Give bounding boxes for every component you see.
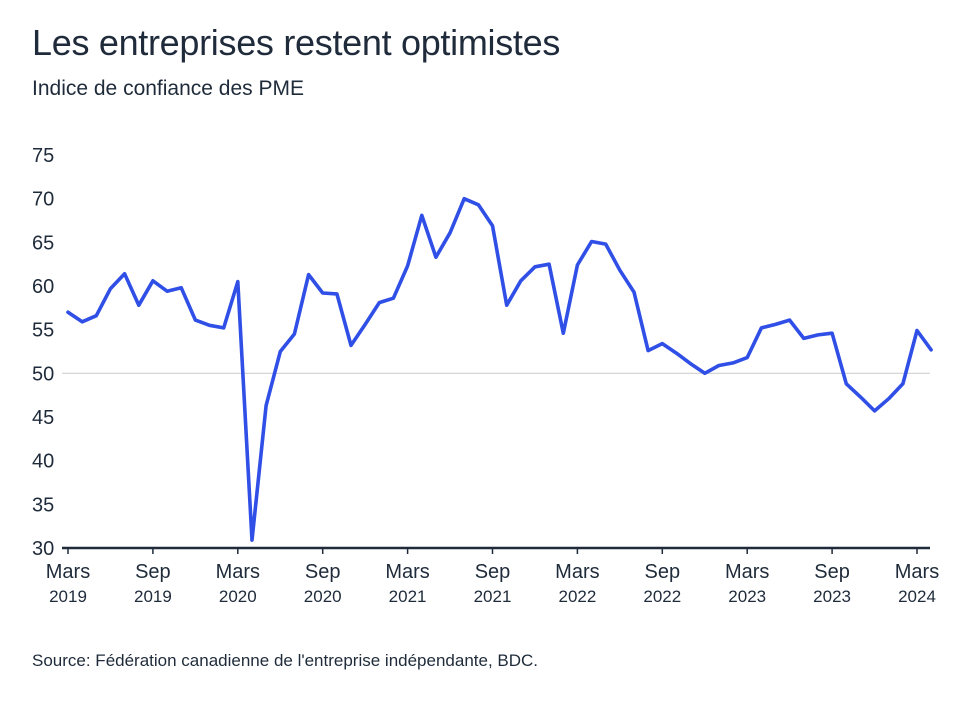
y-tick-label-60: 60 <box>32 276 54 298</box>
data-point-29 <box>477 203 481 207</box>
data-point-9 <box>194 318 198 322</box>
data-point-31 <box>505 303 509 307</box>
data-point-43 <box>675 351 679 355</box>
x-tick-label-year-mars-2022: 2022 <box>558 587 596 606</box>
data-point-1 <box>80 320 84 324</box>
y-tick-label-70: 70 <box>32 189 54 211</box>
data-point-60 <box>915 329 919 333</box>
data-point-45 <box>703 372 707 376</box>
x-tick-label-year-sep-2019: 2019 <box>134 587 172 606</box>
x-tick-label-year-mars-2023: 2023 <box>728 587 766 606</box>
y-tick-label-45: 45 <box>32 407 54 429</box>
data-point-50 <box>774 323 778 327</box>
data-point-35 <box>561 331 565 335</box>
data-point-14 <box>264 404 268 408</box>
data-point-37 <box>590 240 594 244</box>
x-tick-label-month-sep-2022: Sep <box>645 561 681 583</box>
data-point-24 <box>406 264 410 268</box>
data-point-61 <box>929 348 933 352</box>
data-point-44 <box>689 362 693 366</box>
data-point-54 <box>830 331 834 335</box>
data-point-42 <box>661 342 665 346</box>
x-tick-label-month-mars-2022: Mars <box>555 561 599 583</box>
x-tick-label-month-mars-2020: Mars <box>216 561 260 583</box>
x-tick-label-year-mars-2024: 2024 <box>898 587 936 606</box>
chart-title: Les entreprises restent optimistes <box>32 22 561 63</box>
y-tick-label-35: 35 <box>32 494 54 516</box>
data-point-55 <box>844 382 848 386</box>
data-point-12 <box>236 280 240 284</box>
data-point-15 <box>278 350 282 354</box>
x-tick-label-month-mars-2023: Mars <box>725 561 769 583</box>
data-point-0 <box>66 310 70 314</box>
data-point-28 <box>462 197 466 201</box>
x-tick-label-year-sep-2022: 2022 <box>643 587 681 606</box>
data-point-16 <box>293 332 297 336</box>
data-point-34 <box>547 262 551 266</box>
data-point-53 <box>816 333 820 337</box>
x-tick-label-year-sep-2021: 2021 <box>474 587 512 606</box>
data-point-46 <box>717 364 721 368</box>
data-point-19 <box>335 292 339 296</box>
data-point-11 <box>222 326 226 330</box>
data-point-48 <box>745 356 749 360</box>
chart-subtitle: Indice de confiance des PME <box>32 77 304 100</box>
data-point-17 <box>307 273 311 277</box>
y-tick-label-30: 30 <box>32 538 54 560</box>
data-point-58 <box>887 397 891 401</box>
data-point-21 <box>363 323 367 327</box>
x-tick-label-year-mars-2021: 2021 <box>389 587 427 606</box>
data-point-26 <box>434 255 438 259</box>
data-point-59 <box>901 382 905 386</box>
data-point-40 <box>632 290 636 294</box>
x-tick-label-month-sep-2019: Sep <box>135 561 171 583</box>
data-point-2 <box>95 314 99 318</box>
data-point-57 <box>873 409 877 413</box>
y-tick-label-75: 75 <box>32 145 54 167</box>
series-line-0 <box>66 196 933 542</box>
data-point-27 <box>448 231 452 235</box>
data-point-5 <box>137 303 141 307</box>
data-point-25 <box>420 213 424 217</box>
x-tick-label-year-mars-2020: 2020 <box>219 587 257 606</box>
x-tick-label-month-mars-2024: Mars <box>895 561 939 583</box>
data-point-52 <box>802 337 806 341</box>
x-tick-label-year-sep-2023: 2023 <box>813 587 851 606</box>
data-point-6 <box>151 279 155 283</box>
data-point-10 <box>208 324 212 328</box>
data-point-23 <box>392 296 396 300</box>
x-tick-label-month-sep-2023: Sep <box>814 561 850 583</box>
y-tick-label-50: 50 <box>32 363 54 385</box>
data-point-56 <box>859 395 863 399</box>
x-tick-label-year-sep-2020: 2020 <box>304 587 342 606</box>
x-tick-label-year-mars-2019: 2019 <box>49 587 87 606</box>
y-tick-label-55: 55 <box>32 320 54 342</box>
x-tick-label-month-sep-2021: Sep <box>475 561 511 583</box>
y-tick-label-40: 40 <box>32 451 54 473</box>
data-point-18 <box>321 291 325 295</box>
x-tick-label-month-mars-2019: Mars <box>46 561 90 583</box>
data-point-32 <box>519 279 523 283</box>
data-point-30 <box>491 224 495 228</box>
x-tick-label-month-mars-2021: Mars <box>385 561 429 583</box>
data-point-36 <box>576 263 580 267</box>
data-point-33 <box>533 265 537 269</box>
data-point-20 <box>349 344 353 348</box>
data-point-51 <box>788 318 792 322</box>
data-point-22 <box>378 301 382 305</box>
data-point-3 <box>109 287 113 291</box>
data-point-39 <box>618 268 622 272</box>
data-point-49 <box>760 326 764 330</box>
data-point-13 <box>250 538 254 542</box>
data-point-47 <box>731 361 735 365</box>
x-tick-label-month-sep-2020: Sep <box>305 561 341 583</box>
source-note: Source: Fédération canadienne de l'entre… <box>32 651 539 670</box>
line-chart: 30 35 40 45 50 55 60 65 70 75 Mars 2019 Sep 2019 Mars 2… <box>32 145 939 606</box>
data-point-41 <box>646 349 650 353</box>
data-point-8 <box>179 286 183 290</box>
data-point-38 <box>604 242 608 246</box>
y-tick-label-65: 65 <box>32 232 54 254</box>
data-point-4 <box>123 272 127 276</box>
data-point-7 <box>165 289 169 293</box>
